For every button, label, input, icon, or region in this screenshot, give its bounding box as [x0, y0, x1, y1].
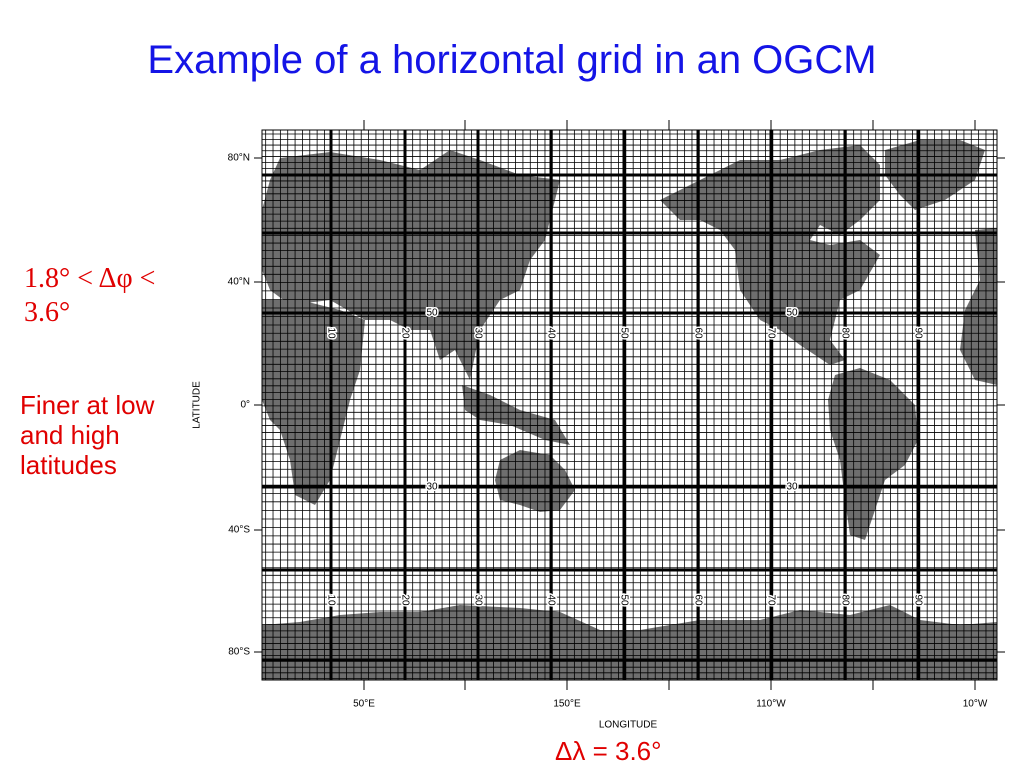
lat-label: 80°S [228, 647, 250, 658]
lon-label: 10°W [963, 699, 988, 710]
lon-label: 110°W [756, 699, 786, 710]
grid-index-label: 50 [618, 594, 629, 606]
grid-index-label: 90 [912, 594, 923, 606]
africa [262, 300, 365, 505]
grid-index-label: 60 [692, 594, 703, 606]
grid-index-label: 30 [472, 594, 483, 606]
slide-title: Example of a horizontal grid in an OGCM [147, 38, 877, 82]
lat-label: 40°S [228, 525, 250, 536]
lon-label: 50°E [353, 699, 375, 710]
grid-index-label: 70 [765, 327, 776, 339]
lat-resolution: 1.8° < Δφ < 3.6° [24, 263, 156, 328]
grid-index-label: 20 [399, 327, 410, 339]
grid-index-label: 70 [765, 594, 776, 606]
grid-index-label: 10 [325, 327, 336, 339]
grid-index-label: 50 [618, 327, 629, 339]
grid-index-label: 20 [399, 594, 410, 606]
australia [495, 450, 575, 512]
indonesia [462, 385, 570, 445]
grid-index-label: 50 [786, 308, 798, 319]
grid-index-label: 30 [786, 482, 798, 493]
lat-label: 0° [240, 400, 250, 411]
antarctica [262, 605, 997, 680]
lon-resolution: Δλ = 3.6° [555, 736, 662, 766]
grid-index-label: 10 [325, 594, 336, 606]
y-axis-label: LATITUDE [192, 381, 203, 429]
lon-label: 150°E [553, 699, 581, 710]
grid-index-label: 40 [545, 327, 556, 339]
grid-index-label: 30 [426, 482, 438, 493]
grid-index-label: 50 [426, 308, 438, 319]
grid-index-label: 30 [472, 327, 483, 339]
note: Finer at low and high latitudes [20, 390, 155, 480]
grid-index-label: 80 [839, 594, 850, 606]
lat-label: 40°N [228, 277, 250, 288]
x-axis-label: LONGITUDE [599, 720, 658, 731]
lat-label: 80°N [228, 153, 250, 164]
model-grid [262, 130, 997, 680]
grid-index-label: 90 [912, 327, 923, 339]
grid-index-label: 40 [545, 594, 556, 606]
grid-index-label: 80 [839, 327, 850, 339]
grid-index-label: 60 [692, 327, 703, 339]
